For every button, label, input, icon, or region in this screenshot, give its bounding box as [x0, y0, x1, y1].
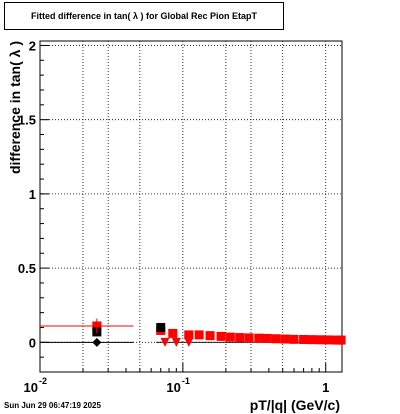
datestamp: Sun Jun 29 06:47:19 2025	[4, 401, 101, 410]
data-point	[299, 334, 309, 344]
data-point	[316, 335, 326, 345]
data-point	[280, 334, 290, 344]
data-point	[289, 334, 299, 344]
data-point	[184, 330, 194, 340]
plot-frame	[39, 40, 343, 373]
data-point	[216, 331, 226, 341]
y-tick-label: 0	[29, 335, 36, 350]
data-point	[271, 334, 281, 344]
data-point	[156, 322, 166, 332]
data-point	[160, 337, 170, 347]
y-tick-label: 1	[29, 187, 36, 202]
data-point	[324, 335, 334, 345]
x-tick-label-exponent: -1	[182, 376, 190, 386]
data-point	[235, 333, 245, 343]
data-point	[244, 333, 254, 343]
data-point	[92, 337, 102, 347]
y-axis-title: difference in tan( λ )	[7, 41, 23, 174]
x-tick-label: 10	[24, 380, 38, 395]
data-point	[194, 330, 204, 340]
data-point	[254, 333, 264, 343]
data-point	[336, 335, 346, 345]
x-axis-title: pT/|q| (GeV/c)	[250, 397, 340, 413]
data-point	[225, 332, 235, 342]
data-point	[307, 335, 317, 345]
y-tick-label: 0.5	[18, 261, 36, 276]
x-tick-label-exponent: -2	[39, 376, 47, 386]
data-point	[171, 337, 181, 347]
data-point	[262, 333, 272, 343]
data-point	[184, 337, 194, 347]
x-tick-label: 10	[166, 380, 180, 395]
data-point	[205, 331, 215, 341]
data-point	[168, 328, 178, 338]
y-tick-label: 1.5	[18, 113, 36, 128]
x-tick-label: 1	[322, 380, 329, 395]
chart-title: Fitted difference in tan( λ ) for Global…	[4, 2, 284, 30]
y-tick-label: 2	[29, 38, 36, 53]
